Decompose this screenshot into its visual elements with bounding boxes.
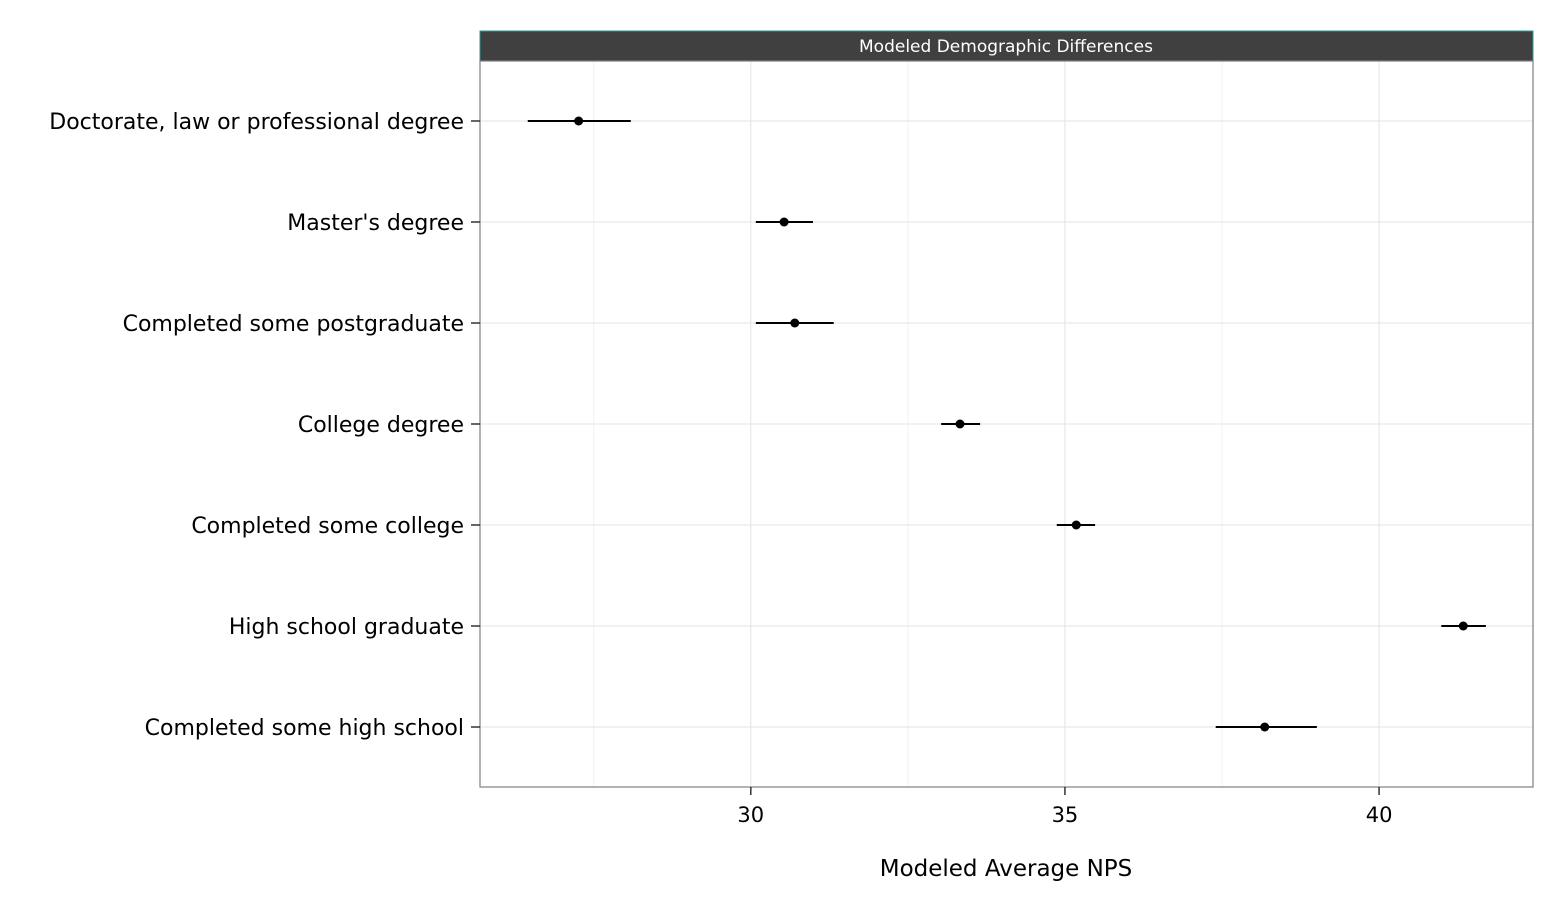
y-tick-label: Completed some college [191, 514, 464, 539]
y-tick-label: Completed some high school [145, 716, 464, 741]
x-tick-label: 40 [1366, 803, 1393, 827]
grid-lines [480, 61, 1533, 787]
x-axis: 30 35 40 [737, 787, 1392, 827]
data-point [1458, 621, 1468, 631]
y-tick-label: Doctorate, law or professional degree [49, 110, 464, 135]
x-tick-label: 35 [1052, 803, 1079, 827]
data-point [1260, 722, 1270, 732]
data-point [1071, 520, 1081, 530]
y-tick-label: Master's degree [287, 211, 464, 236]
x-tick-label: 30 [737, 803, 764, 827]
data-point [779, 217, 789, 227]
strip-background [479, 30, 1534, 62]
y-tick-label: Completed some postgraduate [123, 312, 464, 337]
data-point [574, 116, 584, 126]
y-tick-label: College degree [298, 413, 464, 438]
x-axis-label: Modeled Average NPS [880, 856, 1133, 882]
data-point [790, 318, 800, 328]
strip-title: Modeled Demographic Differences [859, 37, 1153, 57]
data-point [955, 419, 965, 429]
y-tick-label: High school graduate [229, 615, 464, 640]
y-axis: Doctorate, law or professional degree Mas… [49, 110, 480, 741]
data-marks [527, 116, 1486, 732]
